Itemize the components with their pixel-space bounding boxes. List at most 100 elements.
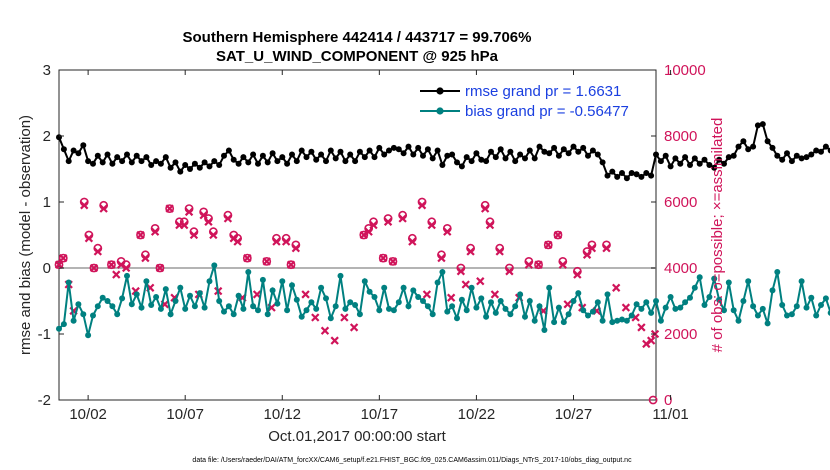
obs-assimilated-point [291,244,301,253]
obs-assimilated-point [505,267,514,276]
rmse-point [390,144,397,151]
bias-point [109,303,116,310]
x-tick-label: 10/07 [166,406,204,423]
bias-point [60,321,67,328]
bias-point [580,307,587,314]
rmse-point [779,156,786,163]
bias-point [80,311,87,318]
obs-assimilated-point [209,230,218,240]
y-right-tick-label: 10000 [664,62,706,79]
obs-assimilated-point [383,217,393,226]
obs-assimilated-point [223,214,233,223]
rmse-point [808,151,815,158]
rmse-point [468,158,475,165]
obs-possible-point [388,256,398,266]
bias-point [225,303,232,310]
bias-point [85,332,92,339]
obs-assimilated-point [189,230,199,240]
obs-assimilated-point [204,217,213,226]
obs-assimilated-point [398,214,407,223]
rmse-point [119,158,126,165]
obs-assimilated-point [422,290,432,299]
rmse-point [682,154,689,161]
bias-point [551,319,558,326]
bias-point [721,307,727,314]
bias-point [381,284,388,291]
bias-point [560,319,567,326]
obs-assimilated-point [301,290,310,299]
obs-assimilated-point [456,267,466,276]
rmse-point [347,151,354,158]
obs-assimilated-point [112,270,121,279]
obs-assimilated-point [340,313,349,322]
rmse-point [754,122,761,129]
obs-assimilated-point [141,253,150,263]
bias-point [153,294,160,300]
bias-point [531,317,538,324]
bias-point [633,301,640,308]
bias-point [255,307,261,314]
rmse-point [565,150,572,157]
obs-possible-point [359,230,369,240]
bias-point [788,311,795,318]
y-left-tick-label: 1 [43,194,51,211]
bias-point [735,317,742,324]
rmse-point [424,146,431,153]
axis-ticks-layer: -2 -1 0 1 2 3 0 2000 4000 6000 8000 10000 10/02 10/07… [38,62,706,423]
bias-point [303,307,310,314]
rmse-point [327,147,334,154]
rmse-point [696,160,703,167]
obs-assimilated-point [534,260,543,269]
bias-point [308,299,315,306]
rmse-point [337,148,344,155]
bias-point [672,305,679,312]
bias-point [99,294,106,301]
bias-point [522,313,528,320]
rmse-point [434,147,441,154]
bias-point [740,298,747,304]
bias-point [449,303,456,310]
obs-assimilated-point [262,257,271,266]
bias-point [235,292,242,299]
obs-assimilated-point [388,257,398,266]
rmse-point [405,143,412,150]
obs-possible-point [58,253,68,263]
obs-assimilated-point [59,253,68,263]
bias-point [65,279,72,286]
rmse-point [65,158,72,165]
rmse-point [614,173,621,180]
y-axis-right-label: # of obs: o=possible; ×=assimilated [709,118,726,353]
obs-assimilated-point [621,303,631,312]
rmse-point [420,152,426,159]
rmse-point [187,166,193,172]
bias-point [483,313,490,320]
bias-point [361,278,368,285]
bias-point [187,292,193,299]
rmse-point [473,150,480,157]
obs-assimilated-point [582,250,592,259]
obs-assimilated-point [427,220,436,230]
obs-possible-layer [54,197,658,405]
bias-point [245,269,252,275]
rmse-point [497,146,504,153]
bias-point [604,291,611,298]
rmse-point [206,163,213,170]
rmse-point [512,158,519,165]
rmse-point [298,147,305,154]
rmse-point [85,158,92,165]
bias-series-layer [56,262,830,339]
rmse-point [342,158,349,165]
bias-point [143,278,150,285]
bias-point [274,300,281,307]
bias-point [386,305,392,312]
rmse-point [716,156,723,163]
rmse-point [759,121,766,128]
obs-assimilated-point [281,237,291,246]
obs-assimilated-point [54,260,64,269]
obs-assimilated-point [573,270,582,279]
obs-assimilated-point [587,244,597,253]
bias-point [420,298,426,304]
obs-assimilated-point [443,227,452,236]
rmse-point [507,148,514,155]
rmse-point [138,158,145,165]
